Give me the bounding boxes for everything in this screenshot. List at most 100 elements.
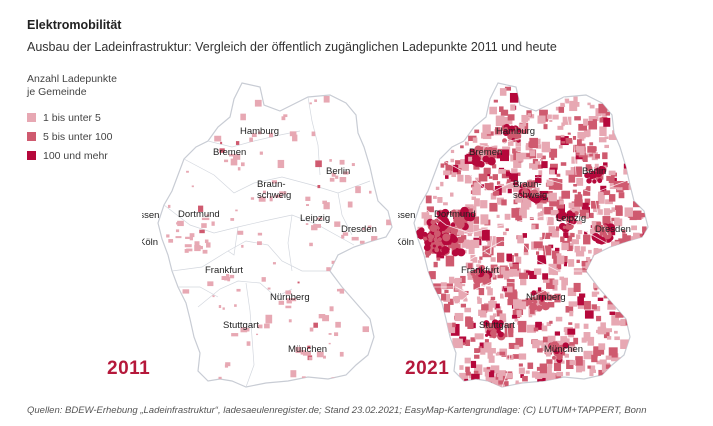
charging-area: [339, 177, 347, 183]
charging-hub: [569, 212, 576, 219]
city-hamburg: Hamburg: [496, 126, 535, 137]
charging-area: [491, 379, 499, 386]
charging-area: [541, 155, 546, 160]
charging-area: [479, 256, 483, 260]
charging-area: [218, 305, 222, 309]
charging-area: [625, 235, 631, 242]
charging-area: [608, 134, 618, 140]
charging-area: [556, 371, 564, 377]
charging-area: [536, 366, 542, 371]
charging-area: [242, 327, 250, 332]
charging-hub: [547, 294, 554, 301]
charging-area: [558, 144, 563, 149]
legend-title: Anzahl Ladepunkte je Gemeinde: [27, 73, 117, 99]
charging-area: [305, 204, 310, 207]
charging-area: [507, 298, 514, 306]
charging-area: [265, 314, 273, 324]
charging-area: [477, 151, 487, 161]
charging-area: [585, 153, 592, 158]
charging-area: [496, 351, 502, 355]
charging-hub: [597, 178, 603, 184]
charging-area: [315, 160, 322, 168]
charging-area: [578, 123, 588, 131]
charging-area: [246, 341, 251, 346]
charging-area: [616, 314, 621, 318]
charging-area: [515, 380, 519, 383]
city-frankfurt: Frankfurt: [461, 265, 499, 276]
charging-area: [539, 363, 547, 374]
charging-area: [175, 236, 182, 239]
charging-area: [552, 268, 559, 276]
charging-area: [618, 192, 625, 199]
charging-hub: [515, 133, 520, 139]
charging-area: [539, 194, 547, 201]
charging-area: [570, 167, 578, 176]
charging-area: [503, 117, 513, 125]
charging-area: [490, 365, 500, 374]
charging-area: [541, 141, 550, 153]
charging-area: [585, 257, 591, 263]
charging-area: [214, 135, 222, 142]
charging-area: [500, 381, 509, 387]
charging-area: [440, 282, 447, 290]
charging-area: [443, 170, 451, 176]
charging-area: [529, 150, 536, 157]
charging-area: [269, 196, 273, 202]
charging-area: [326, 267, 331, 272]
charging-hub: [602, 230, 612, 240]
charging-area: [500, 266, 509, 278]
charging-area: [514, 253, 519, 257]
charging-area: [550, 163, 558, 170]
charging-area: [433, 261, 438, 268]
charging-hub: [418, 234, 424, 240]
charging-area: [539, 158, 543, 161]
charging-area: [478, 346, 483, 349]
charging-area: [277, 159, 285, 169]
charging-area: [550, 209, 559, 216]
charging-area: [595, 154, 600, 159]
charging-area: [498, 370, 506, 376]
charging-area: [512, 309, 520, 319]
charging-area: [593, 282, 599, 290]
charging-area: [440, 163, 445, 168]
state-borders: [419, 96, 627, 388]
charging-area: [604, 111, 610, 116]
charging-area: [561, 122, 565, 127]
charging-area: [568, 322, 573, 325]
charging-area: [471, 210, 477, 217]
charging-area: [477, 297, 482, 304]
charging-area: [335, 175, 339, 179]
charging-area: [608, 300, 614, 305]
charging-area: [574, 205, 581, 213]
charging-area: [548, 226, 556, 233]
charging-area: [480, 176, 485, 179]
charging-hub: [496, 329, 501, 334]
charging-area: [563, 232, 569, 239]
charging-area: [526, 143, 531, 147]
charging-area: [579, 209, 587, 217]
charging-area: [536, 144, 542, 149]
charging-area: [506, 279, 515, 290]
charging-area: [565, 138, 573, 144]
charging-hub: [434, 247, 440, 253]
charging-area: [587, 336, 595, 346]
charging-area: [445, 175, 449, 179]
city-braunschweig-line2: schweig: [513, 190, 547, 201]
charging-area: [473, 283, 480, 290]
charging-area: [633, 232, 640, 237]
charging-area: [336, 288, 341, 292]
charging-area: [598, 343, 606, 350]
charging-area: [386, 219, 392, 226]
charging-area: [454, 277, 462, 283]
charging-area: [614, 336, 620, 341]
charging-area: [591, 354, 598, 363]
charging-area: [577, 131, 586, 139]
charging-area: [611, 217, 615, 221]
charging-area: [448, 299, 452, 305]
charging-area: [473, 228, 483, 237]
charging-area: [528, 314, 533, 318]
charging-hub: [433, 230, 441, 238]
charging-area: [444, 283, 453, 289]
city-bremen: Bremen: [469, 147, 502, 158]
charging-area: [527, 324, 537, 333]
